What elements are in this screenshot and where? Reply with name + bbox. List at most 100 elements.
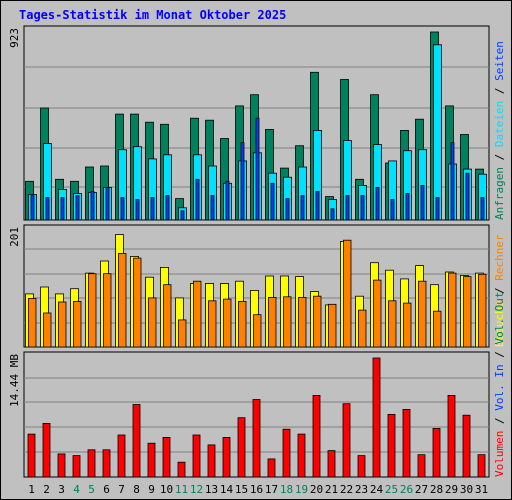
bar-rechner-day-16 [253, 314, 262, 348]
bar-volumen-day-6 [102, 449, 111, 478]
bar-rechner-day-13 [208, 300, 217, 348]
bar-seiten-day-29 [450, 142, 455, 221]
day-label-12: 12 [190, 483, 203, 496]
bar-volumen-day-3 [57, 453, 66, 478]
day-label-30: 30 [460, 483, 473, 496]
day-label-14: 14 [220, 483, 234, 496]
day-label-8: 8 [133, 483, 140, 496]
bar-rechner-day-14 [223, 298, 232, 348]
bar-seiten-day-18 [285, 198, 290, 221]
day-label-3: 3 [58, 483, 65, 496]
bar-volumen-day-1 [27, 433, 36, 478]
series-legend: Anfragen / Dateien / Seiten [493, 41, 506, 220]
y-max-label: 14.44 MB [8, 354, 21, 407]
legend-volumen: Volumen [493, 431, 506, 477]
legend-vol-in: Vol. In [493, 364, 506, 410]
legend-separator: / [493, 281, 506, 301]
bar-seiten-day-22 [345, 195, 350, 221]
day-label-9: 9 [148, 483, 155, 496]
bar-volumen-day-7 [117, 434, 126, 478]
bar-rechner-day-29 [448, 272, 457, 348]
bar-volumen-day-13 [207, 444, 216, 478]
series-legend: Besuche / Rechner [493, 234, 506, 347]
bar-volumen-day-20 [312, 394, 321, 478]
bar-rechner-day-8 [133, 257, 142, 348]
legend-separator: / [493, 147, 506, 167]
bar-rechner-day-11 [178, 319, 187, 348]
bar-seiten-day-26 [405, 193, 410, 221]
bar-seiten-day-6 [105, 186, 110, 221]
day-label-11: 11 [175, 483, 188, 496]
bar-seiten-day-2 [45, 197, 50, 221]
bar-seiten-day-3 [60, 197, 65, 221]
bar-volumen-day-8 [132, 404, 141, 478]
day-label-31: 31 [475, 483, 488, 496]
volume-panel: 14.44 MB Volumen / Vol. In / Vol. Out [8, 292, 506, 478]
day-label-29: 29 [445, 483, 458, 496]
bar-rechner-day-26 [403, 302, 412, 348]
legend-separator: / [493, 81, 506, 101]
bar-rechner-day-1 [28, 298, 37, 348]
day-label-5: 5 [88, 483, 95, 496]
bar-rechner-day-15 [238, 300, 247, 348]
bar-volumen-day-10 [162, 436, 171, 478]
bar-seiten-day-27 [420, 184, 425, 221]
bar-rechner-day-5 [88, 273, 97, 348]
bar-seiten-day-9 [150, 197, 155, 221]
legend-seiten: Seiten [493, 41, 506, 81]
y-max-label: 201 [8, 227, 21, 247]
bar-seiten-day-21 [330, 208, 335, 221]
bar-seiten-day-31 [480, 197, 485, 221]
bar-seiten-day-10 [165, 195, 170, 221]
bar-seiten-day-7 [120, 197, 125, 221]
day-label-23: 23 [355, 483, 368, 496]
bar-rechner-day-24 [373, 279, 382, 348]
bar-volumen-day-19 [297, 433, 306, 478]
bar-seiten-day-8 [135, 199, 140, 221]
bar-volumen-day-25 [387, 413, 396, 478]
bar-seiten-day-13 [210, 195, 215, 221]
bar-seiten-day-11 [180, 210, 185, 221]
day-label-1: 1 [28, 483, 35, 496]
bar-seiten-day-23 [360, 195, 365, 221]
bar-seiten-day-14 [225, 180, 230, 221]
legend-separator: / [493, 411, 506, 431]
day-label-25: 25 [385, 483, 398, 496]
bar-seiten-day-16 [255, 117, 260, 221]
day-label-17: 17 [265, 483, 278, 496]
bar-rechner-day-7 [118, 253, 127, 348]
bar-seiten-day-4 [75, 195, 80, 221]
hits-panel: 923 Anfragen / Dateien / Seiten [8, 25, 506, 221]
legend-dateien: Dateien [493, 101, 506, 147]
bar-volumen-day-11 [177, 461, 186, 478]
bar-rechner-day-22 [343, 239, 352, 348]
bar-rechner-day-31 [478, 273, 487, 348]
bar-rechner-day-3 [58, 301, 67, 348]
bar-volumen-day-24 [372, 357, 381, 478]
series-legend: Volumen / Vol. In / Vol. Out [493, 292, 506, 477]
day-label-6: 6 [103, 483, 110, 496]
day-label-10: 10 [160, 483, 173, 496]
day-label-26: 26 [400, 483, 413, 496]
bar-volumen-day-15 [237, 417, 246, 478]
day-label-22: 22 [340, 483, 353, 496]
bar-volumen-day-5 [87, 449, 96, 478]
bar-seiten-day-1 [30, 195, 35, 221]
bar-seiten-day-30 [465, 172, 470, 221]
legend-besuche: Besuche [493, 301, 506, 347]
bar-volumen-day-30 [462, 414, 471, 478]
bar-seiten-day-20 [315, 191, 320, 221]
legend-rechner: Rechner [493, 234, 506, 281]
bar-volumen-day-31 [477, 454, 486, 478]
bar-volumen-day-27 [417, 454, 426, 478]
chart-panels: 923 Anfragen / Dateien / Seiten 201 Besuche… [8, 25, 506, 478]
bar-volumen-day-17 [267, 458, 276, 478]
bar-rechner-day-12 [193, 280, 202, 348]
day-label-19: 19 [295, 483, 308, 496]
bar-volumen-day-16 [252, 399, 261, 478]
day-label-27: 27 [415, 483, 428, 496]
legend-anfragen: Anfragen [493, 167, 506, 220]
day-label-20: 20 [310, 483, 323, 496]
bar-rechner-day-2 [43, 312, 52, 348]
